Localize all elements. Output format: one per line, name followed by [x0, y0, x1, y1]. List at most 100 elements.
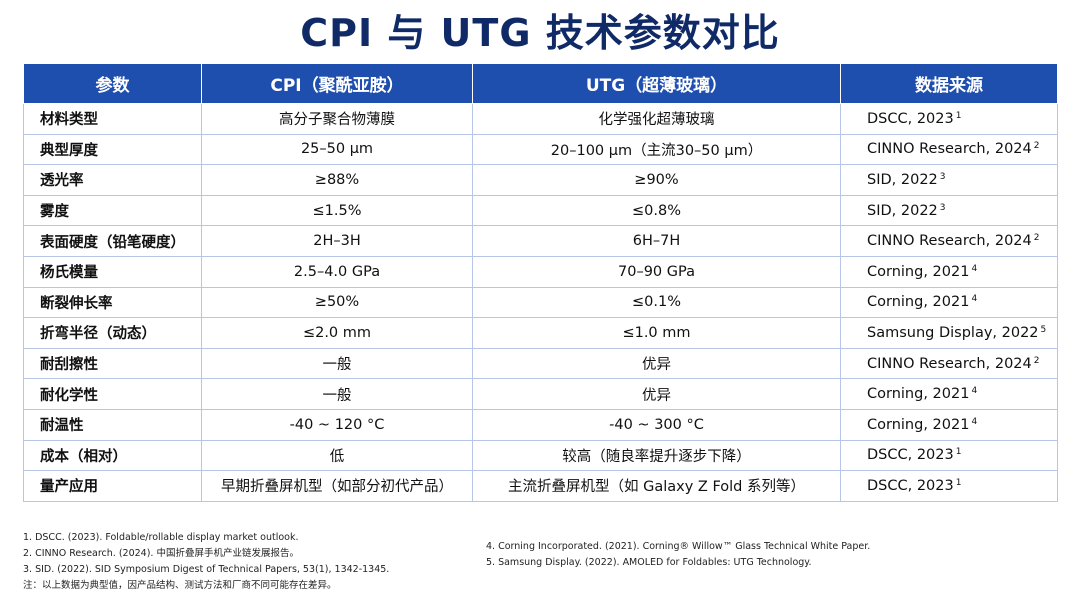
table-row: 折弯半径（动态） ≤2.0 mm ≤1.0 mm Samsung Display, 2… — [23, 317, 1058, 349]
cell-cpi: -40 ~ 120 °C — [201, 408, 473, 441]
cell-source: Corning, 2021 4 — [840, 408, 1058, 441]
cell-utg: 70–90 GPa — [472, 255, 841, 288]
cell-cpi: ≤2.0 mm — [201, 317, 473, 349]
cell-cpi: ≥88% — [201, 164, 473, 196]
cell-cpi: 一般 — [201, 347, 473, 380]
reference-number: 4 — [971, 416, 978, 427]
cell-param: 耐化学性 — [23, 378, 202, 410]
cell-cpi: 高分子聚合物薄膜 — [201, 103, 473, 135]
cell-source: CINNO Research, 2024 2 — [840, 347, 1058, 380]
reference-number: 1 — [955, 110, 962, 121]
table-row: 表面硬度（铅笔硬度） 2H–3H 6H–7H CINNO Research, 2024… — [23, 225, 1058, 257]
cell-source: SID, 2022 3 — [840, 164, 1058, 196]
header-utg: UTG（超薄玻璃） — [472, 63, 841, 104]
table-row: 成本（相对）低较高（随良率提升逐步下降） DSCC, 2023 1 — [23, 439, 1058, 472]
cell-param: 耐温性 — [23, 408, 202, 441]
references-right: 4. Corning Incorporated. (2021). Corning… — [486, 539, 870, 571]
cell-param: 透光率 — [23, 164, 202, 196]
cell-cpi: 早期折叠屏机型（如部分初代产品） — [201, 470, 473, 502]
cell-source: SID, 2022 3 — [840, 194, 1058, 227]
table-row: 杨氏模量 2.5–4.0 GPa 70–90 GPa Corning, 2021 4 — [23, 255, 1058, 288]
cell-utg: -40 ~ 300 °C — [472, 408, 841, 441]
cell-utg: ≤0.1% — [472, 286, 841, 319]
cell-cpi: 一般 — [201, 378, 473, 410]
cell-source: DSCC, 2023 1 — [840, 103, 1058, 135]
source-text: DSCC, 2023 — [867, 447, 954, 464]
cell-param: 断裂伸长率 — [23, 286, 202, 319]
table-row: 耐温性 -40 ~ 120 °C -40 ~ 300 °C Corning, 2021… — [23, 408, 1058, 441]
cell-utg: 主流折叠屏机型（如 Galaxy Z Fold 系列等） — [472, 470, 841, 502]
cell-utg: ≤0.8% — [472, 194, 841, 227]
footnote-note: 注：以上数据为典型值，因产品结构、测试方法和厂商不同可能存在差异。 — [23, 580, 337, 591]
cell-param: 耐刮擦性 — [23, 347, 202, 380]
reference-number: 3 — [939, 202, 946, 213]
cell-utg: 优异 — [472, 378, 841, 410]
source-text: DSCC, 2023 — [867, 477, 954, 494]
cell-utg: 较高（随良率提升逐步下降） — [472, 439, 841, 472]
reference-number: 4 — [971, 263, 978, 274]
source-text: Corning, 2021 — [867, 416, 970, 433]
cell-param: 折弯半径（动态） — [23, 317, 202, 349]
source-text: SID, 2022 — [867, 171, 938, 188]
cell-utg: ≥90% — [472, 164, 841, 196]
cell-source: Corning, 2021 4 — [840, 286, 1058, 319]
cell-param: 量产应用 — [23, 470, 202, 502]
cell-source: DSCC, 2023 1 — [840, 439, 1058, 472]
source-text: CINNO Research, 2024 — [867, 141, 1032, 158]
source-text: CINNO Research, 2024 — [867, 233, 1032, 250]
references-left: 1. DSCC. (2023). Foldable/rollable displ… — [23, 530, 389, 594]
table-row: 雾度 ≤1.5% ≤0.8% SID, 2022 3 — [23, 194, 1058, 227]
cell-param: 杨氏模量 — [23, 255, 202, 288]
cell-source: Samsung Display, 2022 5 — [840, 317, 1058, 349]
cell-source: Corning, 2021 4 — [840, 378, 1058, 410]
reference-5: 5. Samsung Display. (2022). AMOLED for F… — [486, 557, 812, 568]
table-row: 断裂伸长率 ≥50% ≤0.1% Corning, 2021 4 — [23, 286, 1058, 319]
cell-cpi: ≥50% — [201, 286, 473, 319]
cell-source: CINNO Research, 2024 2 — [840, 133, 1058, 166]
reference-number: 1 — [955, 477, 962, 488]
table-row: 透光率 ≥88% ≥90% SID, 2022 3 — [23, 164, 1058, 196]
reference-2: 2. CINNO Research. (2024). 中国折叠屏手机产业链发展报… — [23, 548, 299, 559]
table-row: 量产应用 早期折叠屏机型（如部分初代产品） 主流折叠屏机型（如 Galaxy Z F… — [23, 470, 1058, 502]
cell-param: 成本（相对） — [23, 439, 202, 472]
reference-number: 5 — [1040, 324, 1047, 335]
cell-utg: 优异 — [472, 347, 841, 380]
reference-number: 4 — [971, 294, 978, 305]
comparison-table: 参数 CPI（聚酰亚胺） UTG（超薄玻璃） 数据来源 材料类型 高分子聚合物薄膜… — [23, 63, 1058, 502]
source-text: Samsung Display, 2022 — [867, 324, 1039, 341]
cell-cpi: 25–50 µm — [201, 133, 473, 166]
table-row: 材料类型 高分子聚合物薄膜 化学强化超薄玻璃 DSCC, 2023 1 — [23, 103, 1058, 135]
reference-number: 1 — [955, 447, 962, 458]
source-text: Corning, 2021 — [867, 294, 970, 311]
cell-cpi: 低 — [201, 439, 473, 472]
table-row: 耐化学性 一般 优异 Corning, 2021 4 — [23, 378, 1058, 410]
table-header-row: 参数 CPI（聚酰亚胺） UTG（超薄玻璃） 数据来源 — [23, 63, 1058, 104]
reference-3: 3. SID. (2022). SID Symposium Digest of … — [23, 564, 390, 575]
cell-param: 材料类型 — [23, 103, 202, 135]
cell-source: CINNO Research, 2024 2 — [840, 225, 1058, 257]
cell-utg: 化学强化超薄玻璃 — [472, 103, 841, 135]
reference-1: 1. DSCC. (2023). Foldable/rollable displ… — [23, 532, 299, 543]
source-text: Corning, 2021 — [867, 263, 970, 280]
reference-number: 2 — [1033, 141, 1040, 152]
cell-utg: ≤1.0 mm — [472, 317, 841, 349]
header-cpi: CPI（聚酰亚胺） — [201, 63, 473, 104]
header-param: 参数 — [23, 63, 202, 104]
cell-param: 表面硬度（铅笔硬度） — [23, 225, 202, 257]
cell-param: 雾度 — [23, 194, 202, 227]
reference-number: 3 — [939, 171, 946, 182]
source-text: CINNO Research, 2024 — [867, 355, 1032, 372]
source-text: DSCC, 2023 — [867, 110, 954, 127]
page-title: CPI 与 UTG 技术参数对比 — [300, 11, 780, 55]
cell-source: Corning, 2021 4 — [840, 255, 1058, 288]
reference-4: 4. Corning Incorporated. (2021). Corning… — [486, 541, 871, 552]
cell-cpi: 2.5–4.0 GPa — [201, 255, 473, 288]
cell-utg: 6H–7H — [472, 225, 841, 257]
header-source: 数据来源 — [840, 63, 1058, 104]
table-body: 材料类型 高分子聚合物薄膜 化学强化超薄玻璃 DSCC, 2023 1 典型厚度 25–50… — [23, 103, 1058, 502]
cell-param: 典型厚度 — [23, 133, 202, 166]
cell-source: DSCC, 2023 1 — [840, 470, 1058, 502]
cell-utg: 20–100 µm（主流30–50 µm） — [472, 133, 841, 166]
cell-cpi: ≤1.5% — [201, 194, 473, 227]
table-row: 耐刮擦性 一般 优异 CINNO Research, 2024 2 — [23, 347, 1058, 380]
